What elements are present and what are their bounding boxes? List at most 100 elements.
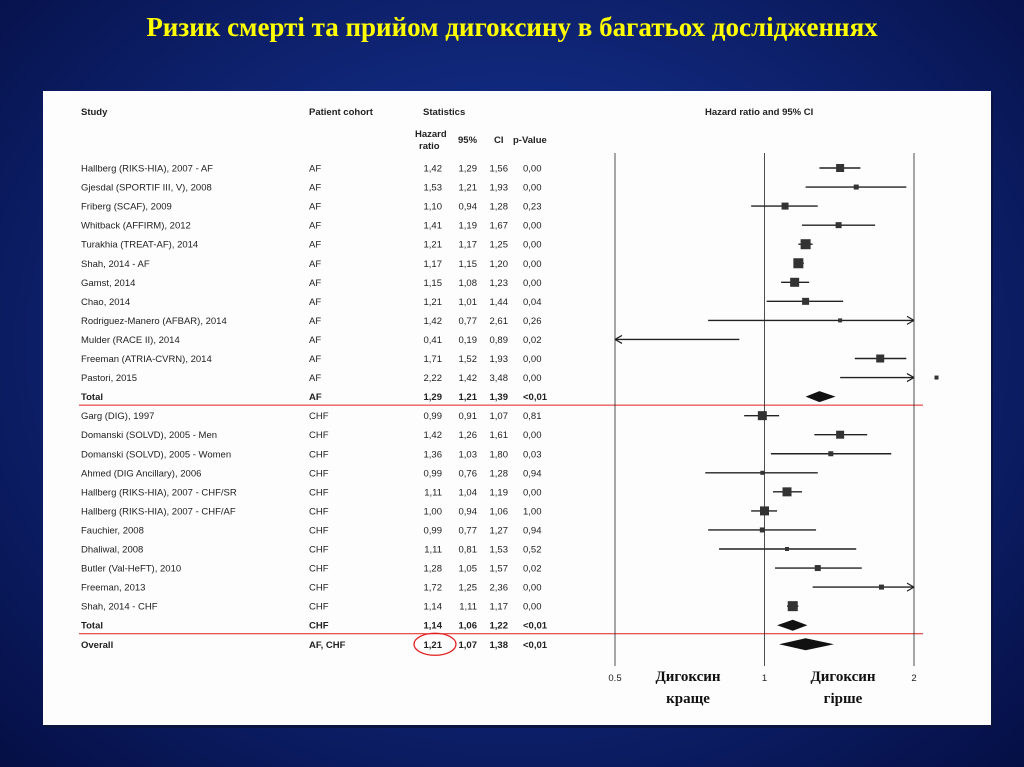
hr-point — [781, 202, 789, 210]
row-pvalue: <0,01 — [523, 640, 548, 651]
row-cohort: CHF — [309, 430, 329, 441]
row-ci-high: 1,17 — [490, 602, 509, 613]
row-ci-high: 3,48 — [490, 373, 509, 384]
row-pvalue: 0,00 — [523, 373, 542, 384]
row-ci-high: 1,25 — [490, 240, 509, 251]
row-ci-high: 1,93 — [490, 354, 509, 365]
row-cohort: AF, CHF — [309, 640, 346, 651]
row-ci-low: 0,81 — [459, 545, 478, 556]
row-study-label: Ahmed (DIG Ancillary), 2006 — [81, 468, 201, 479]
total-diamond — [777, 619, 808, 631]
row-cohort: AF — [309, 202, 321, 213]
row-cohort: CHF — [309, 449, 329, 460]
row-hr: 1,71 — [424, 354, 443, 365]
row-hr: 1,15 — [424, 278, 443, 289]
hr-point — [757, 411, 767, 421]
row-ci-low: 1,04 — [459, 487, 478, 498]
row-ci-low: 1,07 — [459, 640, 478, 651]
row-study-label: Garg (DIG), 1997 — [81, 411, 154, 422]
header-plot: Hazard ratio and 95% CI — [705, 107, 813, 118]
hr-point — [759, 527, 765, 533]
row-study-label: Mulder (RACE II), 2014 — [81, 335, 180, 346]
row-hr: 1,14 — [424, 602, 443, 613]
label-better-line2: краще — [666, 691, 710, 707]
hr-point — [876, 354, 885, 363]
row-ci-high: 1,23 — [490, 278, 509, 289]
row-study-label: Hallberg (RIKS-HIA), 2007 - CHF/SR — [81, 487, 237, 498]
row-pvalue: 0,94 — [523, 468, 542, 479]
hr-point — [836, 164, 845, 172]
row-ci-high: 1,27 — [490, 525, 509, 536]
row-ci-high: 1,57 — [490, 564, 509, 575]
row-ci-low: 0,91 — [459, 411, 478, 422]
row-hr: 1,11 — [424, 545, 442, 556]
row-study-label: Gamst, 2014 — [81, 278, 135, 289]
row-cohort: CHF — [309, 525, 329, 536]
row-cohort: AF — [309, 259, 321, 270]
row-hr: 1,72 — [424, 583, 443, 594]
row-hr: 1,00 — [424, 506, 443, 517]
row-hr: 1,53 — [424, 183, 443, 194]
axis-tick-label: 2 — [911, 673, 916, 684]
header-cohort: Patient cohort — [309, 107, 374, 118]
row-hr: 1,42 — [424, 430, 443, 441]
row-hr: 1,21 — [424, 240, 443, 251]
row-hr: 1,36 — [424, 449, 443, 460]
row-pvalue: 0,00 — [523, 487, 542, 498]
row-pvalue: 0,03 — [523, 449, 542, 460]
row-ci-low: 0,19 — [459, 335, 478, 346]
ci-arrow-right — [906, 373, 915, 383]
row-ci-high: 1,28 — [490, 468, 509, 479]
row-ci-high: 2,36 — [490, 583, 509, 594]
row-hr: 1,21 — [424, 640, 443, 651]
row-study-label: Gjesdal (SPORTIF III, V), 2008 — [81, 183, 212, 194]
row-ci-low: 1,19 — [459, 221, 478, 232]
row-pvalue: 0,04 — [523, 297, 542, 308]
hr-point — [787, 601, 798, 612]
row-cohort: CHF — [309, 506, 329, 517]
row-hr: 0,41 — [424, 335, 443, 346]
row-pvalue: 0,00 — [523, 583, 542, 594]
row-ci-high: 1,39 — [490, 392, 509, 403]
row-ci-high: 1,07 — [490, 411, 509, 422]
row-hr: 1,11 — [424, 487, 442, 498]
plot-area: 0.5 1 2 — [608, 153, 939, 684]
row-ci-low: 1,52 — [459, 354, 478, 365]
row-study-label: Chao, 2014 — [81, 297, 130, 308]
row-ci-low: 1,25 — [459, 583, 478, 594]
row-ci-low: 1,06 — [459, 621, 478, 632]
row-hr: 1,21 — [424, 297, 443, 308]
row-hr: 2,22 — [424, 373, 443, 384]
hr-point — [800, 239, 811, 250]
hr-point — [814, 565, 821, 572]
row-cohort: AF — [309, 392, 322, 403]
row-hr: 1,28 — [424, 564, 443, 575]
row-ci-low: 1,11 — [459, 602, 477, 613]
row-hr: 1,41 — [424, 221, 443, 232]
row-ci-high: 1,38 — [490, 640, 509, 651]
row-study-label: Pastori, 2015 — [81, 373, 137, 384]
row-pvalue: 0,26 — [523, 316, 542, 327]
row-ci-high: 1,93 — [490, 183, 509, 194]
row-study-label: Fauchier, 2008 — [81, 525, 144, 536]
header-ci95: 95% — [458, 135, 478, 146]
row-pvalue: 0,00 — [523, 164, 542, 175]
hr-point — [793, 258, 804, 269]
row-cohort: CHF — [309, 545, 329, 556]
row-cohort: CHF — [309, 487, 329, 498]
forest-plot: Study Patient cohort Statistics Hazard r… — [79, 107, 939, 707]
row-hr: 1,42 — [424, 316, 443, 327]
row-pvalue: 0,00 — [523, 354, 542, 365]
row-hr: 1,29 — [424, 392, 443, 403]
row-study-label: Whitback (AFFIRM), 2012 — [81, 221, 191, 232]
header-hr-line1: Hazard — [415, 129, 447, 140]
header-pvalue: p-Value — [513, 135, 547, 146]
hr-point — [802, 297, 810, 305]
row-ci-high: 0,89 — [490, 335, 509, 346]
row-study-label: Domanski (SOLVD), 2005 - Men — [81, 430, 217, 441]
hr-point — [836, 430, 845, 439]
row-ci-high: 1,22 — [490, 621, 509, 632]
ci-arrow-right — [906, 582, 915, 592]
row-cohort: AF — [309, 373, 321, 384]
axis-tick-label: 0.5 — [608, 673, 621, 684]
